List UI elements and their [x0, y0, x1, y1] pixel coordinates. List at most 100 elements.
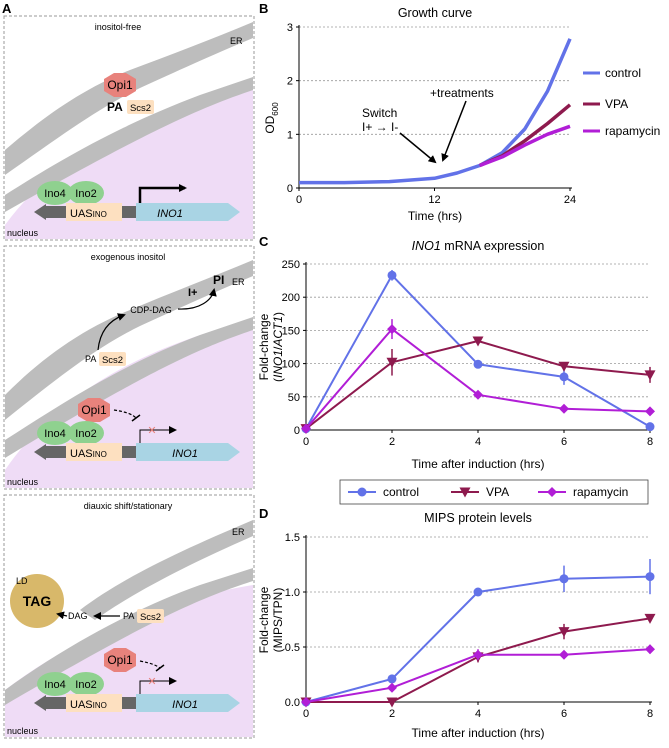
- scs2-label: Scs2: [102, 355, 123, 366]
- opi1-label: Opi1: [107, 78, 133, 92]
- data-point-vpa: [558, 627, 570, 638]
- data-point-vpa: [558, 361, 570, 372]
- y-tick-label: 250: [282, 259, 300, 271]
- opi1-protein: [104, 73, 136, 97]
- nucleus-label: nucleus: [7, 228, 39, 238]
- y-axis-gene-b: ACT1: [271, 316, 285, 348]
- er-membrane: [80, 520, 253, 620]
- x-tick-label: 8: [647, 436, 653, 448]
- y-axis-slash: /: [271, 346, 285, 350]
- annotation-treatments: +treatments: [430, 86, 494, 100]
- repression-bar: [155, 664, 165, 672]
- caption: diauxic shift/stationary: [84, 501, 173, 511]
- y-tick-label: 1: [287, 129, 293, 141]
- nucleus-label: nucleus: [7, 726, 39, 736]
- data-point-control: [473, 359, 483, 369]
- x-tick-label: 4: [475, 708, 481, 720]
- legend-label-vpa: VPA: [605, 97, 628, 111]
- y-axis-paren-open: (: [271, 378, 285, 382]
- ino2-label: Ino2: [75, 188, 96, 200]
- uas-element: [66, 203, 122, 221]
- repression-line: [113, 409, 137, 419]
- panel-a-box-diauxic-shift: diauxic shift/stationary ER LD TAG DAG P…: [3, 494, 255, 739]
- x-tick-label: 6: [561, 708, 567, 720]
- er-membrane: [5, 22, 253, 175]
- ino2-label: Ino2: [75, 679, 96, 691]
- scs2-box: [127, 100, 154, 114]
- data-point-control: [645, 572, 655, 582]
- legend-frame: [339, 479, 649, 505]
- ino4-protein: [37, 421, 73, 445]
- pi-arrow: [177, 288, 217, 310]
- block-x-icon: ✕: [147, 425, 156, 437]
- ino1-label: INO1: [172, 699, 198, 711]
- series-line-vpa: [305, 340, 651, 430]
- data-point-vpa: [644, 613, 656, 624]
- er-label: ER: [232, 277, 245, 287]
- y-tick-label: 0: [294, 425, 300, 437]
- uas-element: [66, 443, 122, 461]
- er-label: ER: [232, 527, 245, 537]
- dna-strand: [46, 697, 66, 709]
- chart-title-gene: INO1: [412, 239, 441, 253]
- growth-legend: control VPA rapamycin: [583, 66, 660, 138]
- inositol-label: I+: [188, 287, 197, 299]
- y-tick-label: 0.5: [285, 642, 300, 654]
- y-tick-label: 100: [282, 359, 300, 371]
- opi1-label: Opi1: [81, 403, 107, 417]
- series-line-control: [305, 274, 651, 430]
- block-x-icon: ✕: [147, 676, 156, 688]
- y-axis-gene-a: INO1: [271, 350, 285, 378]
- panel-a-box-inositol-free: inositol-free ER Opi1 PA Scs2 Ino4 Ino2 …: [3, 15, 255, 241]
- data-point-control: [473, 587, 483, 597]
- lipid-droplet: [10, 574, 64, 628]
- data-point-vpa: [472, 336, 484, 347]
- y-axis-paren-close: ): [271, 312, 285, 316]
- panel-a-letter: A: [2, 1, 12, 16]
- data-point-control: [645, 422, 655, 432]
- opi1-label: Opi1: [107, 653, 133, 667]
- data-point-control: [387, 270, 397, 280]
- y-tick-label: 200: [282, 292, 300, 304]
- data-point-vpa: [644, 370, 656, 381]
- dna-spacer: [122, 446, 136, 458]
- panel-d-letter: D: [259, 506, 268, 521]
- legend-label-rapamycin: rapamycin: [605, 124, 660, 138]
- ino1-label: INO1: [157, 208, 183, 220]
- er-membrane: [5, 260, 253, 420]
- nucleus-label: nucleus: [7, 477, 39, 487]
- y-tick-label: 0.0: [285, 697, 300, 709]
- data-point-control: [387, 674, 397, 684]
- pi-label: PI: [213, 273, 224, 287]
- data-point-rapamycin: [559, 403, 569, 414]
- legend-text-rapamycin: rapamycin: [573, 485, 628, 499]
- transcription-arrow: [138, 184, 187, 203]
- chart-ino1-mrna: 0 50 100 150 200 250 0 2 4 6 8 INO1 mRNA expression…: [257, 239, 656, 471]
- data-point-vpa: [386, 357, 398, 368]
- repression-line: [139, 660, 161, 669]
- data-point-rapamycin: [559, 649, 569, 660]
- y-axis-title-sub: 600: [271, 102, 280, 116]
- ino2-label: Ino2: [75, 428, 96, 440]
- ino2-protein: [68, 421, 104, 445]
- ino4-protein: [37, 181, 73, 205]
- data-point-rapamycin: [645, 644, 655, 655]
- ino4-label: Ino4: [44, 428, 65, 440]
- data-point-rapamycin: [301, 423, 311, 434]
- uas-label: UASINO: [70, 699, 107, 711]
- x-axis-title: Time after induction (hrs): [412, 726, 545, 740]
- y-tick-label: 50: [288, 392, 300, 404]
- ino4-label: Ino4: [44, 188, 65, 200]
- pa-label: PA: [85, 354, 96, 364]
- uas-label: UASINO: [70, 448, 107, 460]
- x-tick-label: 0: [296, 194, 302, 206]
- panel-a-box-exogenous-inositol: exogenous inositol ER I+ PI CDP-DAG PA S…: [3, 245, 255, 490]
- y-tick-label: 1.5: [285, 532, 300, 544]
- dna-strand: [46, 446, 66, 458]
- legend-marker-control: [357, 487, 367, 497]
- pa-label: PA: [107, 100, 123, 114]
- x-tick-label: 2: [389, 436, 395, 448]
- data-point-control: [559, 574, 569, 584]
